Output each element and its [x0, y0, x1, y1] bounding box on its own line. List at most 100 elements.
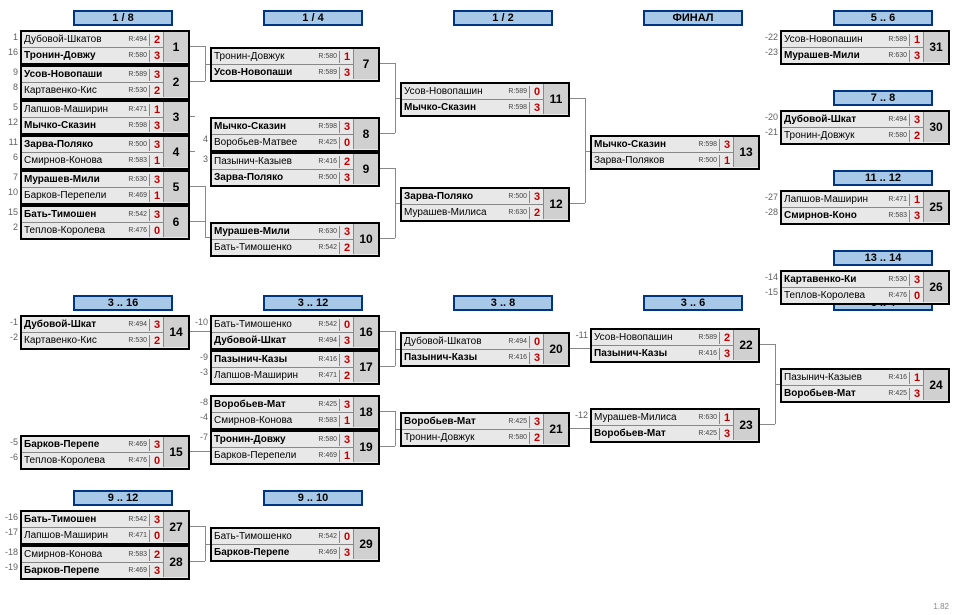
player-name: Тронин-Довжук: [212, 51, 318, 62]
match-id: 18: [353, 397, 378, 427]
seed: -27: [760, 192, 778, 202]
match-row: Пазынич-КазыевR:41629: [212, 154, 378, 169]
player-rating: R:469: [128, 192, 149, 199]
player-name: Смирнов-Коно: [782, 210, 888, 221]
match-row: Мурашев-МилиR:630310: [212, 224, 378, 239]
score: 3: [149, 514, 164, 526]
connector: [395, 63, 396, 98]
connector: [380, 331, 395, 332]
match-id: 8: [353, 119, 378, 149]
round-header: 1 / 4: [263, 10, 363, 26]
player-name: Воробьев-Мат: [402, 416, 508, 427]
connector: [380, 63, 395, 64]
seed: -6: [0, 452, 18, 462]
player-rating: R:469: [128, 441, 149, 448]
score: 2: [149, 549, 164, 561]
connector: [395, 168, 396, 203]
match-box: Пазынич-КазыевR:41629Зарва-ПолякоR:5003: [210, 152, 380, 187]
score: 3: [149, 209, 164, 221]
score: 2: [529, 207, 544, 219]
player-name: Смирнов-Конова: [22, 155, 128, 166]
match-id: 31: [923, 32, 948, 62]
match-row: Лапшов-МаширинR:471125: [782, 192, 948, 207]
match-id: 1: [163, 32, 188, 62]
connector: [395, 98, 396, 133]
score: 3: [149, 139, 164, 151]
seed: -23: [760, 47, 778, 57]
match-id: 30: [923, 112, 948, 142]
match-row: Усов-НовопашинR:589131: [782, 32, 948, 47]
player-rating: R:589: [698, 334, 719, 341]
player-rating: R:425: [318, 139, 339, 146]
player-name: Мурашев-Мили: [212, 226, 318, 237]
score: 2: [529, 432, 544, 444]
player-name: Мурашев-Милиса: [592, 412, 698, 423]
match-row: Усов-НовопашинR:589222: [592, 330, 758, 345]
player-name: Пазынич-Казыев: [782, 372, 888, 383]
match-row: Дубовой-ШкатR:494330: [782, 112, 948, 127]
round-header: 1 / 8: [73, 10, 173, 26]
score: 3: [339, 172, 354, 184]
seed: -17: [0, 527, 18, 537]
match-box: Мурашев-МилиR:63035Барков-ПерепелиR:4691: [20, 170, 190, 205]
player-name: Зарва-Поляков: [592, 155, 698, 166]
player-name: Картавенко-Ки: [782, 274, 888, 285]
seed: 2: [0, 222, 18, 232]
match-id: 22: [733, 330, 758, 360]
match-row: Картавенко-КиR:530326: [782, 272, 948, 287]
player-rating: R:500: [318, 174, 339, 181]
player-name: Теплов-Королева: [22, 225, 128, 236]
connector: [395, 429, 396, 446]
score: 3: [909, 50, 924, 62]
match-row: Лапшов-МаширинR:47113: [22, 102, 188, 117]
connector: [570, 348, 590, 349]
score: 0: [149, 455, 164, 467]
match-box: Лапшов-МаширинR:471125Смирнов-КоноR:5833: [780, 190, 950, 225]
match-box: Барков-ПерепеR:469315Теплов-КоролеваR:47…: [20, 435, 190, 470]
connector: [585, 98, 586, 151]
player-name: Бать-Тимошенко: [212, 242, 318, 253]
player-rating: R:494: [318, 337, 339, 344]
score: 0: [339, 531, 354, 543]
connector: [760, 424, 775, 425]
round-header: 3 .. 16: [73, 295, 173, 311]
connector: [585, 151, 586, 203]
match-row: Мычко-СказинR:59838: [212, 119, 378, 134]
match-row: Смирнов-КоноваR:583228: [22, 547, 188, 562]
score: 3: [909, 114, 924, 126]
connector: [205, 544, 206, 561]
player-rating: R:416: [698, 350, 719, 357]
match-id: 25: [923, 192, 948, 222]
match-row: Дубовой-ШкатR:494314: [22, 317, 188, 332]
player-rating: R:589: [318, 69, 339, 76]
seed: -10: [190, 317, 208, 327]
player-name: Мычко-Сказин: [22, 120, 128, 131]
seed: -2: [0, 332, 18, 342]
score: 3: [149, 120, 164, 132]
match-box: Бать-ТимошенR:542327Лапшов-МаширинR:4710: [20, 510, 190, 545]
player-name: Бать-Тимошен: [22, 514, 128, 525]
player-rating: R:476: [128, 457, 149, 464]
match-id: 19: [353, 432, 378, 462]
score: 3: [149, 439, 164, 451]
connector: [205, 526, 206, 544]
player-rating: R:500: [128, 141, 149, 148]
round-header: 3 .. 12: [263, 295, 363, 311]
match-row: Дубовой-ШкатовR:494020: [402, 334, 568, 349]
player-name: Дубовой-Шкатов: [22, 34, 128, 45]
player-name: Барков-Перепе: [22, 565, 128, 576]
match-box: Усов-НовопашинR:589222Пазынич-КазыR:4163: [590, 328, 760, 363]
score: 1: [149, 190, 164, 202]
player-rating: R:425: [508, 418, 529, 425]
player-rating: R:542: [318, 533, 339, 540]
score: 3: [529, 352, 544, 364]
player-rating: R:580: [128, 52, 149, 59]
player-rating: R:630: [508, 209, 529, 216]
seed: 12: [0, 117, 18, 127]
player-rating: R:583: [128, 551, 149, 558]
match-id: 20: [543, 334, 568, 364]
player-name: Воробьев-Мат: [592, 428, 698, 439]
player-name: Смирнов-Конова: [212, 415, 318, 426]
match-id: 14: [163, 317, 188, 347]
score: 3: [339, 67, 354, 79]
